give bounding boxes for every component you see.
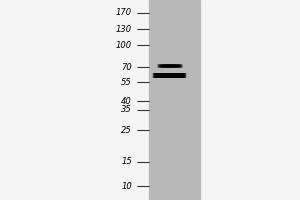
Text: 40: 40 [121,97,132,106]
Bar [148,0,200,200]
Text: 15: 15 [121,157,132,166]
Text: 100: 100 [116,41,132,50]
Text: 70: 70 [121,63,132,72]
Text: 55: 55 [121,78,132,87]
Text: 130: 130 [116,25,132,34]
Text: 170: 170 [116,8,132,17]
Text: 10: 10 [121,182,132,191]
Text: 35: 35 [121,105,132,114]
Text: 25: 25 [121,126,132,135]
